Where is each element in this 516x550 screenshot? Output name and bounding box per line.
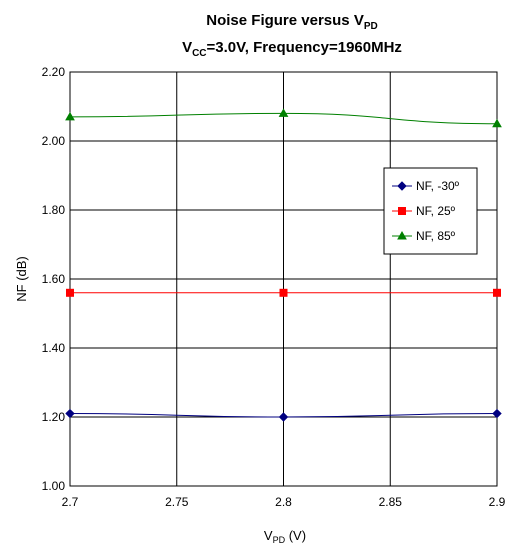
- y-tick-label: 1.20: [42, 410, 66, 424]
- chart-title-line1: Noise Figure versus VPD: [206, 12, 377, 32]
- y-tick-label: 2.20: [42, 65, 66, 79]
- x-tick-labels: 2.7 2.75 2.8 2.85 2.9: [62, 495, 506, 509]
- legend-box: [383, 167, 478, 255]
- y-tick-labels: 1.00 1.20 1.40 1.60 1.80 2.00 2.20: [42, 65, 66, 493]
- x-tick-label: 2.9: [489, 495, 506, 509]
- x-tick-label: 2.7: [62, 495, 79, 509]
- data-point-square: [398, 207, 406, 215]
- x-tick-label: 2.75: [165, 495, 189, 509]
- data-point-triangle: [397, 230, 407, 240]
- data-point-triangle: [278, 108, 289, 117]
- y-tick-label: 1.60: [42, 272, 66, 286]
- data-point-diamond: [492, 408, 502, 419]
- y-tick-label: 2.00: [42, 134, 66, 148]
- legend: NF, -30º NF, 25º NF, 85º: [383, 167, 478, 255]
- y-axis-label: NF (dB): [14, 256, 29, 302]
- chart-title-line2: VCC=3.0V, Frequency=1960MHz: [182, 39, 402, 59]
- y-tick-label: 1.80: [42, 203, 66, 217]
- x-tick-label: 2.85: [379, 495, 403, 509]
- data-point-square: [279, 288, 288, 297]
- legend-label: NF, 25º: [416, 204, 456, 218]
- data-point-diamond: [65, 408, 75, 419]
- data-point-triangle: [65, 111, 75, 121]
- y-tick-label: 1.00: [42, 479, 66, 493]
- data-point-square: [66, 288, 74, 297]
- x-axis-label: VPD (V): [264, 528, 306, 545]
- y-tick-label: 1.40: [42, 341, 66, 355]
- data-point-triangle: [492, 118, 502, 128]
- data-point-square: [493, 288, 501, 297]
- legend-label: NF, -30º: [416, 179, 460, 193]
- x-tick-label: 2.8: [275, 495, 292, 509]
- data-point-diamond: [278, 412, 289, 422]
- plot-area: [69, 71, 498, 487]
- data-point-diamond: [397, 181, 407, 191]
- legend-label: NF, 85º: [416, 229, 456, 243]
- grid: [69, 71, 498, 487]
- series-group: [65, 108, 502, 422]
